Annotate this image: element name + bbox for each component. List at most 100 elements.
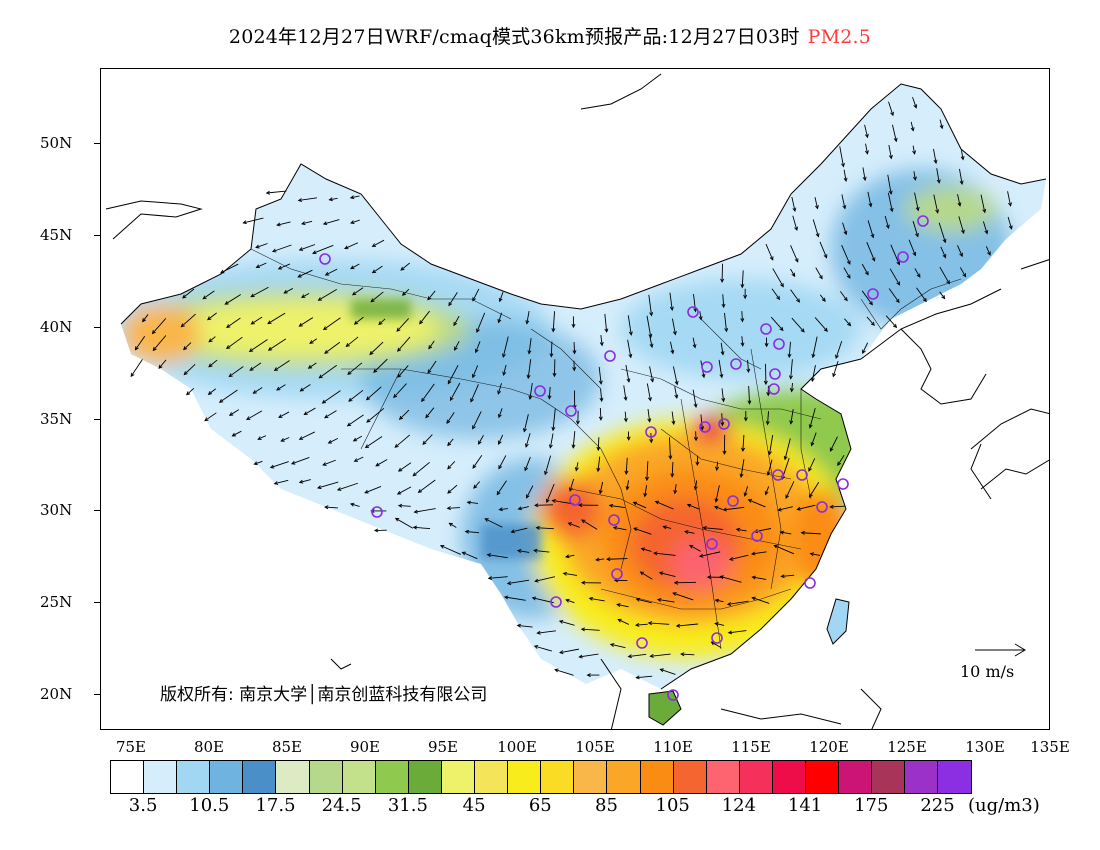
wind-vector-head bbox=[551, 498, 556, 503]
station-marker-icon bbox=[727, 495, 739, 507]
wind-vector-head bbox=[498, 465, 503, 470]
station-marker-icon bbox=[645, 426, 657, 438]
station-marker-icon bbox=[701, 361, 713, 373]
wind-vector bbox=[225, 294, 241, 305]
lon-label-120e: 120E bbox=[809, 738, 849, 756]
wind-vector bbox=[266, 190, 287, 194]
wind-vector bbox=[867, 220, 874, 238]
wind-vector bbox=[183, 342, 192, 350]
wind-vector-head bbox=[544, 470, 548, 476]
lat-tick bbox=[94, 419, 100, 420]
wind-vector-head bbox=[398, 415, 404, 420]
wind-vector bbox=[554, 669, 574, 676]
wind-vector-head bbox=[896, 281, 901, 286]
wind-vector bbox=[844, 318, 851, 326]
wind-vector-head bbox=[763, 380, 768, 386]
wind-vector-head bbox=[226, 345, 231, 350]
colorbar-swatch bbox=[772, 761, 806, 793]
wind-vector bbox=[814, 197, 818, 209]
wind-vector-head bbox=[280, 438, 285, 442]
wind-vector bbox=[774, 545, 795, 555]
wind-vector-head bbox=[740, 318, 745, 323]
wind-vector-head bbox=[599, 341, 604, 347]
wind-vector-head bbox=[446, 419, 451, 424]
wind-vector bbox=[790, 289, 800, 303]
wind-vector-head bbox=[278, 414, 283, 418]
wind-vector-head bbox=[720, 278, 725, 284]
wind-vector-head bbox=[912, 251, 917, 257]
wind-vector bbox=[640, 571, 653, 580]
colorbar-swatch bbox=[375, 761, 409, 793]
wind-vector-head bbox=[915, 206, 920, 212]
wind-vector bbox=[939, 119, 943, 129]
wind-vector-head bbox=[484, 518, 489, 522]
wind-vector-head bbox=[577, 503, 583, 508]
wind-vector-head bbox=[276, 222, 281, 227]
wind-vector-head bbox=[224, 300, 229, 305]
wind-vector-head bbox=[765, 420, 770, 426]
wind-vector bbox=[714, 506, 723, 511]
wind-vector bbox=[524, 456, 531, 471]
wind-vector-head bbox=[271, 248, 277, 253]
wind-vector bbox=[814, 317, 828, 332]
wind-vector-head bbox=[246, 416, 251, 420]
wind-vector bbox=[472, 365, 479, 378]
wind-vector bbox=[498, 434, 504, 445]
wind-vector-head bbox=[290, 460, 296, 465]
wind-vector-head bbox=[808, 467, 812, 472]
wind-vector-head bbox=[371, 269, 377, 274]
station-marker-icon bbox=[768, 383, 780, 395]
wind-vector bbox=[727, 600, 749, 605]
wind-vector bbox=[609, 504, 626, 509]
wind-vector bbox=[625, 457, 628, 475]
wind-vector bbox=[647, 408, 651, 422]
wind-vector bbox=[888, 288, 900, 303]
wind-vector-head bbox=[276, 386, 281, 391]
wind-vector-head bbox=[871, 257, 876, 262]
wind-vector-head bbox=[647, 418, 652, 423]
colorbar-label: 17.5 bbox=[255, 795, 296, 816]
wind-vector bbox=[372, 265, 383, 274]
wind-vector bbox=[219, 389, 238, 403]
wind-vector-head bbox=[447, 465, 452, 470]
wind-vector bbox=[628, 653, 647, 658]
wind-vector bbox=[232, 430, 242, 437]
wind-vector bbox=[375, 459, 388, 467]
wind-vector-head bbox=[847, 322, 852, 327]
wind-vector bbox=[536, 527, 554, 530]
wind-vector bbox=[317, 481, 339, 489]
wind-vector bbox=[689, 544, 701, 552]
wind-vector bbox=[427, 290, 436, 301]
wind-vector-head bbox=[1008, 225, 1013, 230]
wind-vector-head bbox=[298, 479, 304, 484]
station-marker-icon bbox=[569, 494, 581, 506]
wind-vector bbox=[299, 431, 315, 440]
wind-vector-head bbox=[890, 111, 894, 117]
wind-vector bbox=[499, 508, 508, 511]
wind-vector bbox=[748, 385, 751, 404]
wind-vector bbox=[249, 362, 262, 371]
wind-vector bbox=[780, 531, 792, 535]
wind-vector bbox=[453, 315, 460, 326]
wind-vector-head bbox=[698, 553, 704, 558]
wind-vector-head bbox=[627, 654, 632, 659]
wind-vector-head bbox=[316, 485, 322, 490]
wind-vector bbox=[842, 222, 847, 235]
wind-vector bbox=[581, 519, 598, 530]
wind-vector-head bbox=[726, 602, 732, 606]
colorbar-swatch bbox=[508, 761, 542, 793]
wind-vector-head bbox=[628, 353, 633, 359]
wind-vector bbox=[347, 362, 363, 375]
wind-vector bbox=[887, 192, 893, 212]
wind-vector bbox=[985, 246, 991, 256]
colorbar-label: 31.5 bbox=[387, 795, 428, 816]
wind-vector-head bbox=[800, 328, 805, 333]
wind-vector-head bbox=[472, 425, 476, 430]
lon-label-125e: 125E bbox=[887, 738, 927, 756]
station-marker-icon bbox=[534, 385, 546, 397]
wind-vector bbox=[308, 362, 317, 369]
wind-vector-head bbox=[623, 418, 628, 423]
wind-vector-head bbox=[273, 367, 279, 371]
wind-vector bbox=[715, 599, 724, 603]
wind-vector bbox=[939, 291, 945, 299]
